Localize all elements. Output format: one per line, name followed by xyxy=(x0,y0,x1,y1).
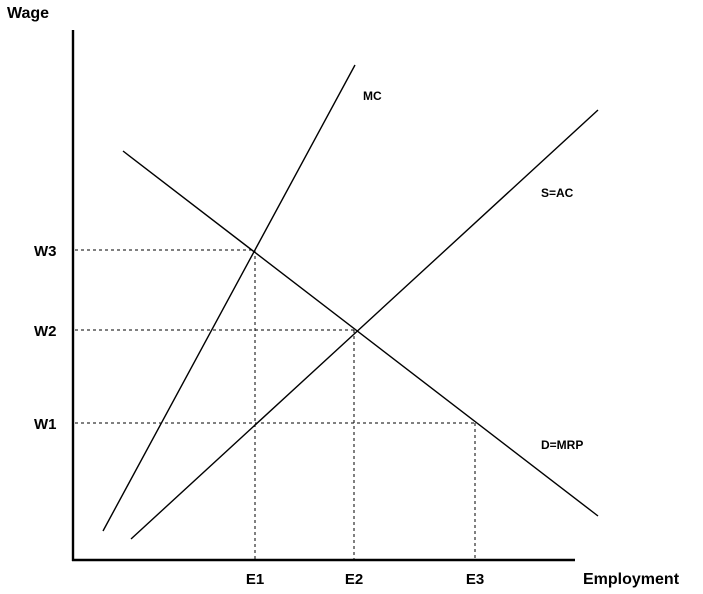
y-axis-title: Wage xyxy=(7,5,49,22)
e3-label: E3 xyxy=(466,571,484,588)
supply-label: S=AC xyxy=(541,186,574,200)
mc-label: MC xyxy=(363,89,382,103)
w3-label: W3 xyxy=(34,243,57,260)
x-axis-title: Employment xyxy=(583,571,680,588)
e2-label: E2 xyxy=(345,571,363,588)
e1-label: E1 xyxy=(246,571,264,588)
demand-label: D=MRP xyxy=(541,438,583,452)
w1-label: W1 xyxy=(34,416,57,433)
supply-curve xyxy=(130,109,599,540)
demand-curve xyxy=(122,150,599,517)
mc-curve xyxy=(102,64,356,532)
w2-label: W2 xyxy=(34,323,57,340)
